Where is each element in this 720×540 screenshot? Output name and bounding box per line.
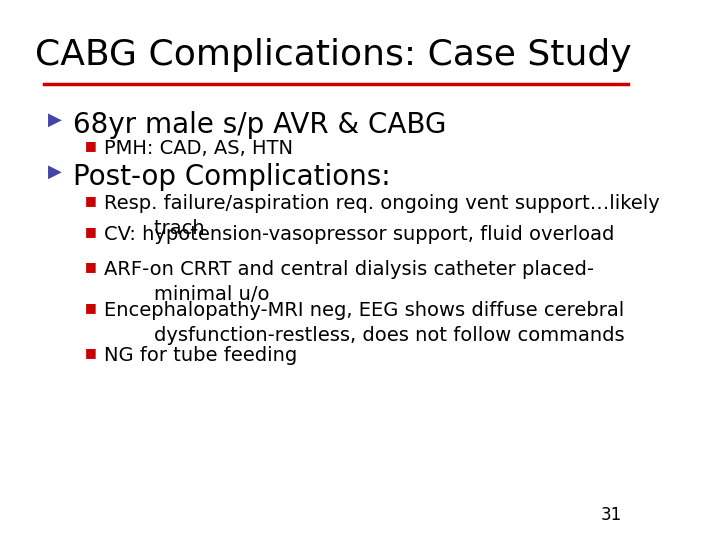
Text: ■: ■: [85, 225, 97, 238]
Text: ■: ■: [85, 260, 97, 273]
Text: CABG Complications: Case Study: CABG Complications: Case Study: [35, 38, 631, 72]
Text: CV: hypotension-vasopressor support, fluid overload: CV: hypotension-vasopressor support, flu…: [104, 225, 614, 244]
Text: ■: ■: [85, 346, 97, 359]
Text: 68yr male s/p AVR & CABG: 68yr male s/p AVR & CABG: [73, 111, 446, 139]
Text: ▶: ▶: [48, 163, 61, 181]
Text: 31: 31: [600, 506, 622, 524]
Text: ■: ■: [85, 194, 97, 207]
Text: ▶: ▶: [48, 111, 61, 129]
Text: Encephalopathy-MRI neg, EEG shows diffuse cerebral
        dysfunction-restless,: Encephalopathy-MRI neg, EEG shows diffus…: [104, 301, 625, 345]
Text: ■: ■: [85, 139, 97, 152]
Text: ■: ■: [85, 301, 97, 314]
Text: PMH: CAD, AS, HTN: PMH: CAD, AS, HTN: [104, 139, 293, 158]
Text: ARF-on CRRT and central dialysis catheter placed-
        minimal u/o: ARF-on CRRT and central dialysis cathete…: [104, 260, 594, 304]
Text: NG for tube feeding: NG for tube feeding: [104, 346, 297, 365]
Text: Resp. failure/aspiration req. ongoing vent support…likely
        trach: Resp. failure/aspiration req. ongoing ve…: [104, 194, 660, 238]
Text: Post-op Complications:: Post-op Complications:: [73, 163, 390, 191]
